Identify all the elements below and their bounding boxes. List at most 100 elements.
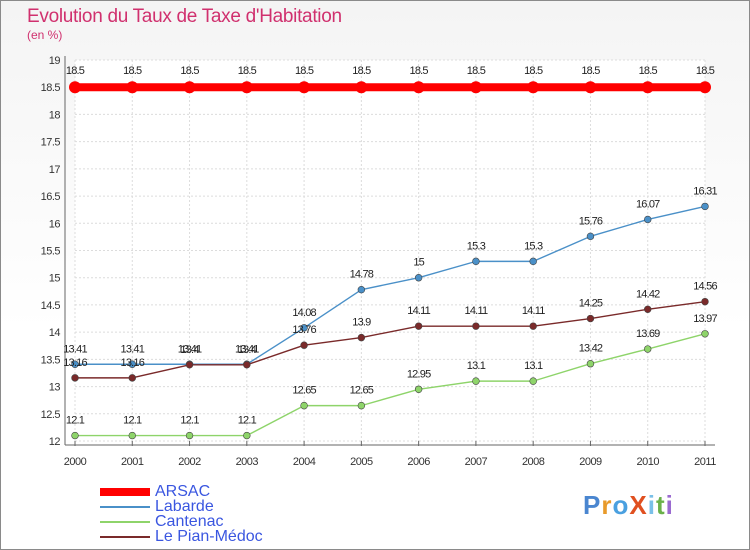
data-point-le-pian-m-doc	[300, 341, 308, 349]
data-label-arsac: 18.5	[467, 65, 486, 77]
y-tick-label: 13.5	[41, 354, 61, 366]
data-label-le-pian-m-doc: 14.11	[522, 305, 545, 317]
data-point-labarde	[701, 202, 709, 211]
data-point-labarde	[644, 215, 652, 224]
legend-label-le-pian-medoc: Le Pian-Médoc	[155, 528, 263, 545]
data-label-cantenac: 12.95	[407, 368, 431, 380]
y-tick-label: 16.5	[41, 191, 61, 203]
data-label-le-pian-m-doc: 13.16	[63, 357, 87, 369]
data-label-arsac: 18.5	[352, 65, 371, 77]
data-point-le-pian-m-doc	[357, 333, 366, 342]
data-point-cantenac	[71, 431, 79, 440]
legend-label-labarde: Labarde	[155, 498, 214, 515]
data-point-le-pian-m-doc	[414, 322, 423, 330]
data-point-cantenac	[300, 401, 308, 410]
data-point-cantenac	[128, 431, 136, 440]
data-point-le-pian-m-doc	[71, 374, 79, 382]
data-label-arsac: 18.5	[581, 65, 600, 77]
y-tick-label: 16	[49, 218, 61, 230]
data-label-cantenac: 12.1	[238, 415, 257, 427]
logo-letter: r	[601, 490, 613, 520]
data-point-arsac	[527, 81, 540, 94]
legend-swatch-labarde	[100, 506, 150, 508]
data-point-cantenac	[414, 385, 423, 393]
data-label-le-pian-m-doc: 13.4	[238, 344, 257, 356]
y-tick-label: 12.5	[41, 409, 61, 421]
data-label-le-pian-m-doc: 13.16	[121, 357, 145, 369]
series-line-labarde	[74, 205, 706, 365]
data-label-le-pian-m-doc: 14.11	[465, 305, 488, 317]
data-label-labarde: 14.78	[350, 269, 374, 281]
logo-letter: P	[583, 490, 602, 520]
data-point-labarde	[586, 232, 595, 241]
data-label-labarde: 14.08	[292, 307, 316, 319]
data-point-cantenac	[529, 377, 537, 385]
data-label-arsac: 18.5	[123, 65, 142, 77]
data-point-cantenac	[185, 431, 194, 440]
data-label-labarde: 15.3	[467, 240, 486, 252]
data-label-arsac: 18.5	[238, 65, 257, 77]
data-label-labarde: 15	[413, 257, 424, 269]
data-point-arsac	[584, 81, 597, 94]
data-point-arsac	[69, 81, 81, 94]
data-label-arsac: 18.5	[696, 65, 715, 77]
y-tick-label: 19	[49, 55, 61, 67]
data-label-le-pian-m-doc: 13.76	[292, 324, 316, 336]
x-tick-label: 2009	[579, 456, 602, 468]
data-label-le-pian-m-doc: 13.9	[352, 317, 371, 329]
data-label-cantenac: 12.65	[350, 385, 374, 397]
data-label-labarde: 16.07	[636, 198, 660, 210]
series-line-cantenac	[74, 333, 706, 437]
series-line-le-pian-m-doc	[74, 300, 706, 379]
x-tick-label: 2005	[350, 456, 373, 468]
logo-letter: o	[612, 490, 630, 520]
data-point-labarde	[357, 285, 366, 294]
data-point-le-pian-m-doc	[586, 314, 595, 323]
data-point-cantenac	[586, 360, 595, 368]
data-label-cantenac: 13.1	[524, 360, 543, 372]
data-point-labarde	[71, 360, 79, 368]
data-point-labarde	[472, 257, 480, 266]
data-point-le-pian-m-doc	[472, 322, 480, 330]
data-label-le-pian-m-doc: 13.4	[180, 344, 199, 356]
data-label-arsac: 18.5	[639, 65, 658, 77]
data-label-labarde: 16.31	[693, 185, 717, 197]
data-point-cantenac	[472, 377, 480, 385]
data-label-cantenac: 13.69	[636, 328, 660, 340]
data-label-arsac: 18.5	[410, 65, 429, 77]
data-label-labarde: 13.41	[235, 343, 259, 355]
x-tick-label: 2003	[236, 456, 259, 468]
data-point-cantenac	[357, 401, 366, 410]
data-point-le-pian-m-doc	[185, 361, 194, 369]
data-label-le-pian-m-doc: 14.11	[407, 305, 430, 317]
data-point-arsac	[641, 81, 654, 94]
data-point-arsac	[240, 81, 253, 94]
y-tick-label: 17.5	[41, 137, 61, 149]
logo-letter: X	[629, 490, 648, 520]
data-label-le-pian-m-doc: 14.25	[579, 298, 603, 310]
y-tick-label: 14	[49, 327, 61, 339]
data-label-cantenac: 12.1	[180, 415, 199, 427]
x-tick-label: 2002	[178, 456, 201, 468]
data-label-arsac: 18.5	[66, 65, 85, 77]
legend-label-arsac: ARSAC	[155, 483, 211, 500]
data-label-cantenac: 12.65	[292, 385, 316, 397]
data-point-labarde	[529, 257, 537, 266]
y-tick-label: 12	[49, 436, 61, 448]
y-tick-label: 15	[49, 273, 61, 285]
data-point-le-pian-m-doc	[644, 305, 652, 313]
data-point-arsac	[699, 81, 711, 94]
data-point-labarde	[300, 324, 308, 332]
y-tick-label: 14.5	[41, 300, 61, 312]
y-tick-label: 15.5	[41, 246, 61, 258]
x-tick-label: 2000	[64, 456, 87, 468]
logo-letter: i	[665, 490, 674, 520]
data-point-arsac	[412, 81, 425, 94]
data-point-cantenac	[701, 330, 709, 338]
data-point-arsac	[469, 81, 482, 94]
y-tick-label: 17	[49, 164, 61, 176]
data-point-le-pian-m-doc	[243, 361, 251, 369]
data-point-labarde	[414, 274, 423, 282]
data-label-le-pian-m-doc: 14.56	[693, 281, 717, 293]
data-label-le-pian-m-doc: 14.42	[636, 288, 660, 300]
